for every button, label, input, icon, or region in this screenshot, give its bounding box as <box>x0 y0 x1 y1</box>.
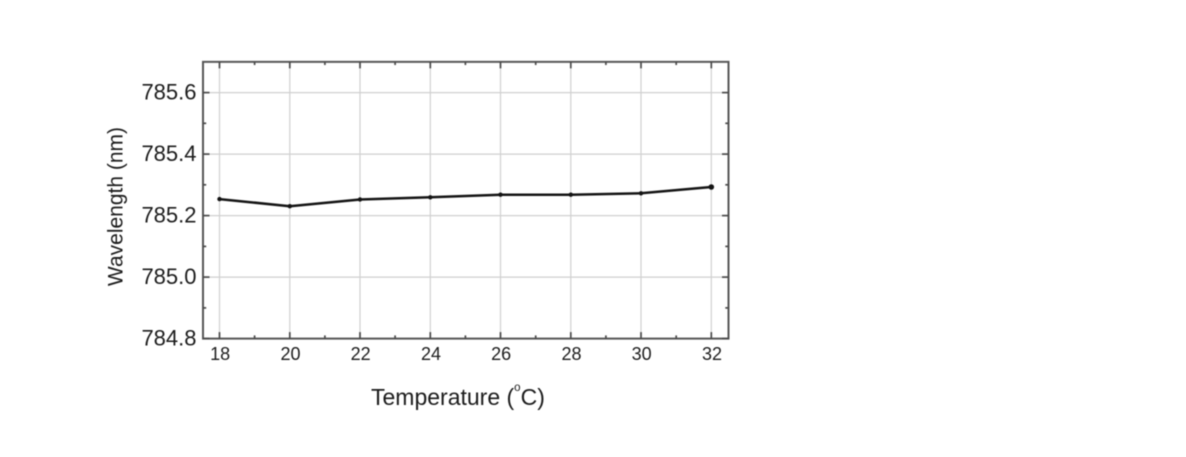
svg-text:26: 26 <box>491 344 511 364</box>
svg-text:20: 20 <box>280 344 300 364</box>
svg-text:24: 24 <box>421 344 441 364</box>
svg-text:784.8: 784.8 <box>141 326 196 351</box>
svg-text:785.0: 785.0 <box>141 264 196 289</box>
svg-text:785.4: 785.4 <box>141 141 196 166</box>
svg-text:28: 28 <box>561 344 581 364</box>
svg-text:785.6: 785.6 <box>141 80 196 105</box>
svg-text:Wavelength (nm): Wavelength (nm) <box>105 127 128 286</box>
svg-text:18: 18 <box>210 344 230 364</box>
svg-text:785.2: 785.2 <box>141 203 196 228</box>
svg-text:32: 32 <box>702 344 722 364</box>
svg-text:30: 30 <box>632 344 652 364</box>
svg-text:22: 22 <box>351 344 371 364</box>
